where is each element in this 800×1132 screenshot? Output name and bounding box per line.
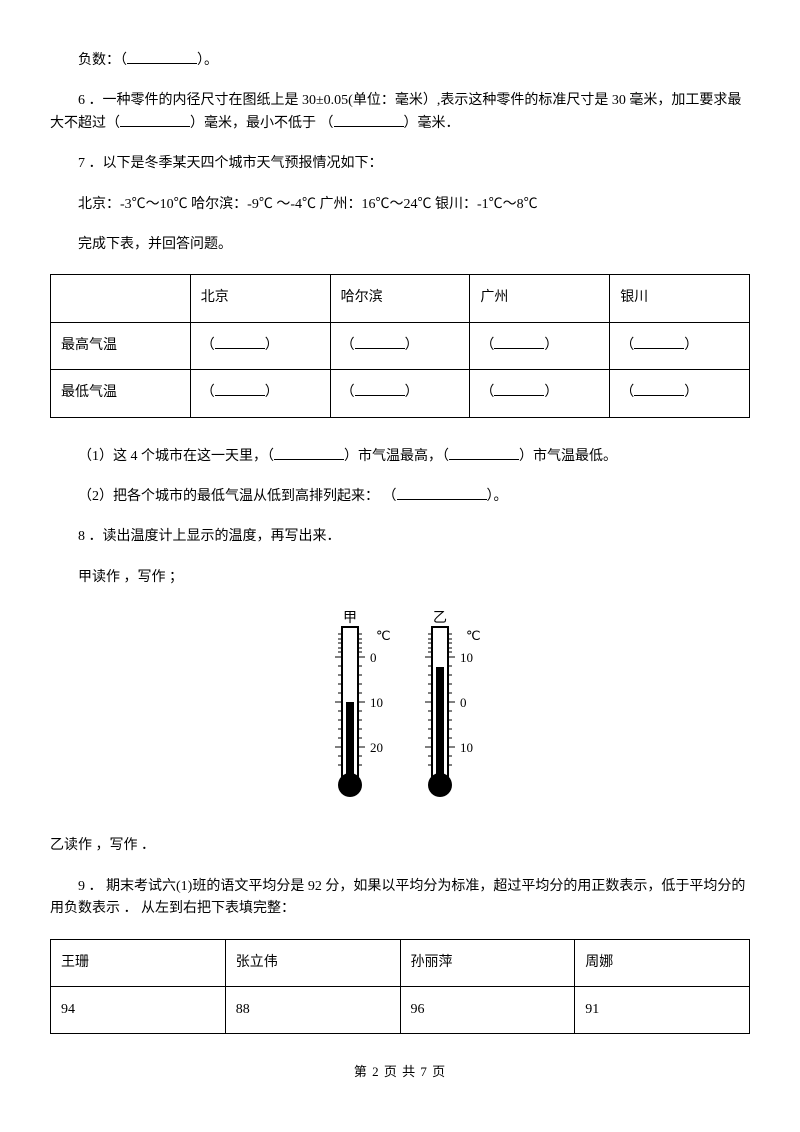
q6-mid: ）毫米，最小不低于 （: [190, 116, 334, 131]
q9-v3: 96: [400, 987, 575, 1034]
q7-row2-label: 最低气温: [51, 370, 191, 417]
q9-intro: 9 ． 期末考试六(1)班的语文平均分是 92 分，如果以平均分为标准，超过平均…: [50, 876, 750, 921]
yi-unit: ℃: [466, 628, 481, 643]
q9-h2: 张立伟: [225, 939, 400, 986]
table-row: 94 88 96 91: [51, 987, 750, 1034]
q7-table: 北京 哈尔滨 广州 银川 最高气温 （） （） （） （） 最低气温 （） （）…: [50, 274, 750, 417]
q7-sub2: （2）把各个城市的最低气温从低到高排列起来： （ ）。: [50, 486, 750, 508]
q7-r1c2[interactable]: （）: [330, 322, 470, 369]
table-row: 最低气温 （） （） （） （）: [51, 370, 750, 417]
q7-th-yinchuan: 银川: [610, 275, 750, 322]
q7-r2c4[interactable]: （）: [610, 370, 750, 417]
q8-intro: 8 ．读出温度计上显示的温度，再写出来．: [50, 526, 750, 548]
q7-intro: 7 ．以下是冬季某天四个城市天气预报情况如下：: [50, 153, 750, 175]
q8-jia-line: 甲读作 ，写作 ；: [50, 567, 750, 589]
table-row: 王珊 张立伟 孙丽萍 周娜: [51, 939, 750, 986]
yi-label: 乙: [433, 610, 447, 626]
q7-r1c4[interactable]: （）: [610, 322, 750, 369]
q9-h3: 孙丽萍: [400, 939, 575, 986]
q7-row1-label: 最高气温: [51, 322, 191, 369]
q7-r2c3[interactable]: （）: [470, 370, 610, 417]
q6-blank-min[interactable]: [334, 113, 404, 127]
q7-sub2-end: ）。: [487, 489, 508, 504]
q7-sub1-mid: ）市气温最高，（: [344, 449, 449, 464]
jia-label: 甲: [343, 611, 357, 626]
q5-text-pre: 负数：（: [78, 53, 127, 68]
q7-r2c1[interactable]: （）: [190, 370, 330, 417]
jia-tick-20: 20: [370, 740, 383, 755]
q8-yi-line: 乙读作 ，写作 ．: [50, 835, 750, 857]
jia-unit: ℃: [376, 628, 391, 643]
jia-tick-10: 10: [370, 695, 383, 710]
jia-mercury: [346, 702, 354, 782]
q7-th-harbin: 哈尔滨: [330, 275, 470, 322]
q6-paragraph: 6 ．一种零件的内径尺寸在图纸上是 30±0.05(单位：毫米）,表示这种零件的…: [50, 90, 750, 135]
page-footer: 第 2 页 共 7 页: [50, 1062, 750, 1083]
q7-r2c2[interactable]: （）: [330, 370, 470, 417]
q7-sub2-blank[interactable]: [397, 486, 487, 500]
yi-tick-0: 0: [460, 695, 467, 710]
jia-tick-0: 0: [370, 650, 377, 665]
q9-v1: 94: [51, 987, 226, 1034]
table-row: 北京 哈尔滨 广州 银川: [51, 275, 750, 322]
yi-tick-10b: 10: [460, 740, 473, 755]
q7-r1c1[interactable]: （）: [190, 322, 330, 369]
q9-table: 王珊 张立伟 孙丽萍 周娜 94 88 96 91: [50, 939, 750, 1035]
q5-blank[interactable]: [127, 50, 197, 64]
q5-text-end: ）。: [197, 53, 218, 68]
q9-v4: 91: [575, 987, 750, 1034]
q9-h4: 周娜: [575, 939, 750, 986]
q5-tail: 负数：（ ）。: [50, 50, 750, 72]
q7-th-blank: [51, 275, 191, 322]
q7-sub1-end: ）市气温最低。: [519, 449, 617, 464]
q6-blank-max[interactable]: [120, 113, 190, 127]
q7-sub1-blank2[interactable]: [449, 446, 519, 460]
thermometer-svg: 甲 ℃: [290, 607, 510, 807]
q7-sub1-blank1[interactable]: [274, 446, 344, 460]
table-row: 最高气温 （） （） （） （）: [51, 322, 750, 369]
q7-cities-line: 北京：-3℃～10℃ 哈尔滨：-9℃ ～-4℃ 广州：16℃～24℃ 银川：-1…: [50, 194, 750, 216]
q6-end: ）毫米．: [404, 116, 460, 131]
yi-mercury: [436, 667, 444, 782]
q7-instruction: 完成下表，并回答问题。: [50, 234, 750, 256]
q7-th-guangzhou: 广州: [470, 275, 610, 322]
q9-h1: 王珊: [51, 939, 226, 986]
q7-sub1: （1）这 4 个城市在这一天里，（ ）市气温最高，（ ）市气温最低。: [50, 446, 750, 468]
q7-r1c3[interactable]: （）: [470, 322, 610, 369]
q7-sub1-pre: （1）这 4 个城市在这一天里，（: [78, 449, 274, 464]
worksheet-page: 负数：（ ）。 6 ．一种零件的内径尺寸在图纸上是 30±0.05(单位：毫米）,…: [0, 0, 800, 1103]
q7-sub2-pre: （2）把各个城市的最低气温从低到高排列起来： （: [78, 489, 397, 504]
thermometer-diagram: 甲 ℃: [50, 607, 750, 815]
q7-th-beijing: 北京: [190, 275, 330, 322]
yi-tick-10a: 10: [460, 650, 473, 665]
q9-v2: 88: [225, 987, 400, 1034]
